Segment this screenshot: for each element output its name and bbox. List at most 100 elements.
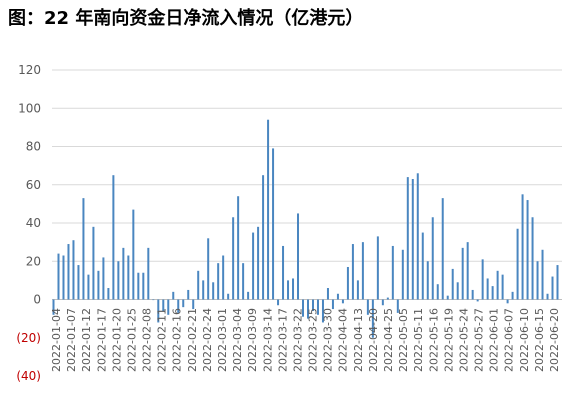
bar <box>456 282 459 300</box>
x-tick-label: 2022-01-04 <box>50 308 63 372</box>
bar <box>157 299 160 323</box>
bar <box>406 177 409 300</box>
bar <box>302 299 304 317</box>
bar <box>441 198 444 300</box>
bar <box>167 299 170 315</box>
bar <box>127 255 130 300</box>
x-tick-label: 2022-01-07 <box>65 308 78 372</box>
bar <box>356 280 359 300</box>
bar <box>307 299 309 319</box>
bar <box>182 299 185 308</box>
bar <box>147 247 150 300</box>
y-tick-label: 0 <box>33 293 41 307</box>
bar <box>496 270 499 300</box>
bar <box>122 247 125 300</box>
bar <box>242 263 245 300</box>
bar <box>107 288 110 300</box>
bar <box>77 265 80 300</box>
bar <box>292 278 295 300</box>
bar <box>247 291 250 300</box>
bar <box>217 263 220 300</box>
x-tick-label: 2022-04-25 <box>382 308 395 372</box>
bar <box>132 209 135 300</box>
y-tick-label: 120 <box>18 63 41 77</box>
bar <box>232 217 235 300</box>
bar <box>461 247 464 300</box>
bar <box>311 299 314 311</box>
bar <box>371 299 374 338</box>
bar <box>446 295 449 300</box>
bar <box>102 257 105 300</box>
bar <box>297 213 300 300</box>
y-tick-label: 80 <box>26 140 41 154</box>
bar <box>87 274 90 300</box>
bar <box>411 179 414 300</box>
bar <box>391 245 394 300</box>
x-tick-label: 2022-06-01 <box>488 308 501 372</box>
x-tick-label: 2022-03-30 <box>322 308 335 372</box>
bar <box>72 240 75 300</box>
x-tick-label: 2022-02-21 <box>186 308 199 372</box>
bar <box>531 217 534 300</box>
bar <box>396 299 399 313</box>
bar <box>536 261 539 300</box>
bar <box>321 299 324 323</box>
bar <box>272 148 275 300</box>
y-tick-label: 100 <box>18 101 41 115</box>
bar <box>416 173 419 300</box>
x-tick-label: 2022-03-25 <box>307 308 320 372</box>
x-tick-label: 2022-04-20 <box>367 308 380 372</box>
bar <box>252 232 255 300</box>
bar <box>197 270 200 300</box>
bar <box>326 288 329 300</box>
x-tick-label: 2022-06-15 <box>533 308 546 372</box>
bar <box>316 299 319 315</box>
x-tick-label: 2022-05-05 <box>397 308 410 372</box>
x-tick-label: 2022-03-22 <box>291 308 304 372</box>
bar <box>212 282 215 300</box>
bar <box>287 280 290 300</box>
bar <box>376 236 379 300</box>
bar <box>516 228 519 300</box>
bars <box>52 119 559 338</box>
bar <box>67 244 70 300</box>
bar <box>282 245 285 300</box>
bar <box>436 284 439 300</box>
x-tick-label: 2022-01-12 <box>80 308 93 372</box>
bar <box>62 255 65 300</box>
y-tick-label: 20 <box>26 254 41 268</box>
bar <box>257 226 260 300</box>
bar <box>386 297 389 300</box>
bar <box>177 299 180 313</box>
bar <box>421 232 424 300</box>
bar <box>466 242 469 300</box>
x-tick-label: 2022-06-10 <box>518 308 531 372</box>
x-tick-label: 2022-01-25 <box>125 308 138 372</box>
bar <box>426 261 429 300</box>
bar <box>341 299 344 304</box>
y-tick-label: (20) <box>16 331 41 345</box>
bar <box>267 119 270 300</box>
bar <box>526 200 529 300</box>
bar <box>361 242 364 300</box>
bar <box>476 299 479 302</box>
bar <box>142 272 145 300</box>
x-tick-label: 2022-03-14 <box>261 308 274 372</box>
bar <box>192 299 195 310</box>
bar <box>431 217 434 300</box>
x-tick-label: 2022-03-01 <box>216 308 229 372</box>
bar <box>222 255 225 300</box>
bar <box>162 299 165 311</box>
bar <box>52 299 55 315</box>
x-tick-label: 2022-05-16 <box>427 308 440 372</box>
bar <box>471 289 474 300</box>
bar <box>137 272 140 300</box>
x-tick-label: 2022-03-17 <box>276 308 289 372</box>
bar <box>506 299 509 304</box>
bar <box>207 238 210 300</box>
bar <box>381 299 384 306</box>
bar <box>172 291 175 300</box>
bar <box>262 175 265 300</box>
bar <box>501 274 504 300</box>
